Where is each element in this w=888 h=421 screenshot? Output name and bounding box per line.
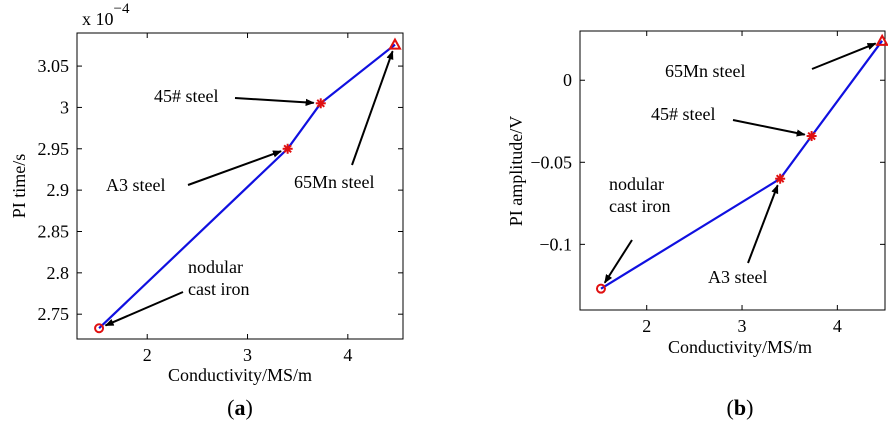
annotation-label-a: nodular cast iron [188, 257, 249, 299]
y-exponent-label-a: x 10−4 [82, 1, 130, 29]
annotation-label-b: 45# steel [651, 104, 716, 124]
chart-panel-b: 2 3 4 −0.1 −0.05 0 nodular cast iron A3 steel 45… [506, 30, 888, 420]
y-tick-label-a: 2.9 [47, 180, 70, 200]
x-axis-label-a: Conductivity/MS/m [168, 365, 312, 385]
x-tick-label-b: 3 [738, 316, 747, 336]
x-tick-label-b: 2 [642, 316, 651, 336]
axis-ticks-b: 2 3 4 −0.1 −0.05 0 [530, 31, 885, 336]
y-tick-label-a: 3.05 [38, 56, 70, 76]
data-point-star-a [315, 98, 326, 109]
annotation-label-b: A3 steel [708, 267, 767, 287]
annotation-label-b: nodular cast iron [609, 174, 670, 216]
annotation-arrow-a [187, 150, 282, 186]
annotation-arrow-a [104, 291, 184, 327]
caption-a: (a) [227, 395, 253, 420]
y-axis-label-a: PI time/s [9, 154, 29, 219]
x-tick-label-a: 3 [243, 345, 252, 365]
chart-panel-a: 2 3 4 2.75 2.8 2.85 2.9 2.95 3 3.05 nodular cast i… [9, 1, 404, 420]
x-axis-label-b: Conductivity/MS/m [668, 337, 812, 357]
annotation-arrow-a [351, 50, 394, 166]
y-tick-label-a: 2.8 [47, 263, 70, 283]
y-axis-label-b: PI amplitude/V [506, 116, 526, 227]
annotation-arrow-b [603, 239, 633, 284]
plot-area-a [76, 32, 404, 340]
annotation-label-b: 65Mn steel [665, 61, 746, 81]
annotation-arrow-a [234, 97, 315, 106]
series-a [94, 37, 402, 334]
data-point-star-b [806, 131, 817, 142]
annotations-a: nodular cast iron A3 steel 45# steel 65Mn st… [104, 50, 394, 327]
series-line-b [600, 40, 883, 290]
annotation-label-a: 65Mn steel [294, 172, 375, 192]
data-point-circle-a [94, 323, 105, 334]
y-tick-label-a: 2.75 [38, 304, 70, 324]
plot-area-b [579, 30, 886, 311]
annotation-label-a: A3 steel [106, 175, 165, 195]
x-tick-label-a: 4 [343, 345, 352, 365]
series-line-a [98, 43, 396, 329]
annotations-b: nodular cast iron A3 steel 45# steel 65Mn st… [603, 42, 877, 287]
axis-ticks-a: 2 3 4 2.75 2.8 2.85 2.9 2.95 3 3.05 [38, 33, 403, 365]
annotation-arrow-b [747, 184, 779, 264]
y-tick-label-b: −0.05 [530, 152, 572, 172]
x-tick-label-a: 2 [143, 345, 152, 365]
y-tick-label-a: 2.85 [38, 221, 70, 241]
data-point-star-a [282, 143, 293, 154]
y-tick-label-b: −0.1 [539, 234, 572, 254]
annotation-arrow-b [811, 42, 877, 70]
annotation-arrow-b [732, 119, 806, 137]
y-tick-label-a: 3 [60, 97, 69, 117]
y-tick-label-a: 2.95 [38, 139, 70, 159]
series-b [595, 33, 888, 294]
data-point-triangle-b [875, 33, 888, 46]
caption-b: (b) [727, 395, 754, 420]
data-point-circle-b [595, 283, 606, 294]
data-point-triangle-a [388, 37, 402, 50]
annotation-label-a: 45# steel [154, 86, 219, 106]
y-tick-label-b: 0 [563, 70, 572, 90]
data-point-star-b [775, 173, 786, 184]
x-tick-label-b: 4 [833, 316, 842, 336]
